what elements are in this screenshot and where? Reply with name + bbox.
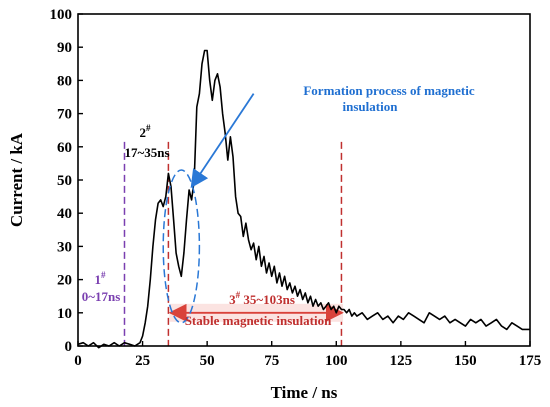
y-tick-label: 20 [57, 273, 72, 289]
x-tick-label: 75 [264, 353, 279, 369]
x-tick-label: 125 [390, 353, 413, 369]
span-arrow-layer [168, 303, 344, 322]
ellipse-layer [162, 169, 201, 324]
x-tick-label: 100 [325, 353, 348, 369]
formation-ellipse [162, 169, 201, 324]
x-ticks: 0 25 50 75 100 125 150 175 [74, 341, 541, 369]
y-ticks: 0 10 20 30 40 50 60 70 80 90 100 [50, 7, 83, 355]
y-axis-title: Current / kA [7, 132, 26, 227]
phase1-range: 0~17ns [82, 289, 121, 304]
x-axis-title: Time / ns [271, 383, 338, 402]
y-tick-label: 0 [65, 339, 73, 355]
current-series-line [77, 49, 530, 349]
x-tick-label: 0 [74, 353, 82, 369]
y-tick-label: 50 [57, 173, 72, 189]
y-tick-label: 100 [50, 7, 73, 23]
formation-label-line2: insulation [343, 99, 399, 114]
x-tick-label: 50 [200, 353, 215, 369]
y-tick-label: 90 [57, 40, 72, 56]
y-tick-label: 60 [57, 140, 72, 156]
y-tick-label: 40 [57, 206, 72, 222]
phase3-label: 3# 35~103ns [229, 290, 295, 307]
phase2-range: 17~35ns [124, 145, 169, 160]
y-tick-label: 30 [57, 239, 72, 255]
x-tick-label: 150 [454, 353, 477, 369]
y-tick-label: 70 [57, 107, 72, 123]
phase1-label: 1# [95, 270, 107, 287]
pointer-layer [190, 93, 255, 189]
x-tick-label: 175 [519, 353, 542, 369]
y-tick-label: 10 [57, 306, 72, 322]
stable-label: Stable magnetic insulation [185, 313, 332, 328]
data-line-layer [77, 49, 530, 349]
x-tick-label: 25 [135, 353, 150, 369]
formation-label-line1: Formation process of magnetic [303, 83, 474, 98]
phase2-label: 2# [140, 123, 152, 140]
y-tick-label: 80 [57, 73, 72, 89]
formation-pointer-arrow [190, 93, 255, 189]
